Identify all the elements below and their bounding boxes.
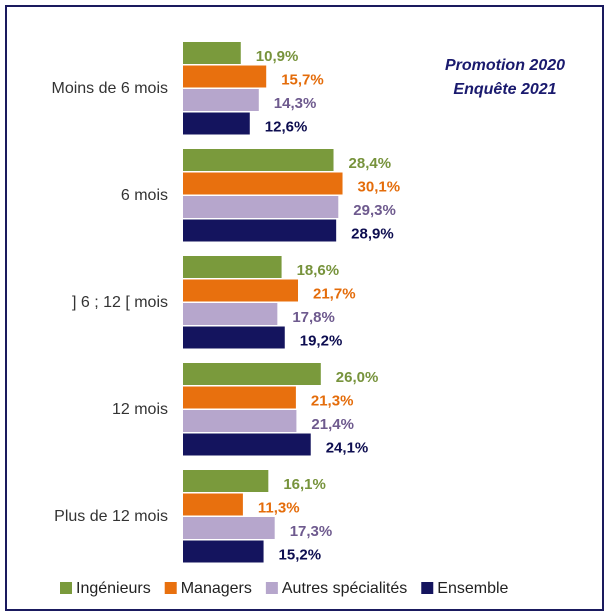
legend-swatch xyxy=(60,582,72,594)
value-label: 18,6% xyxy=(297,262,340,279)
value-label: 16,1% xyxy=(283,476,326,493)
bar xyxy=(183,517,275,539)
bar xyxy=(183,89,259,111)
value-label: 15,2% xyxy=(279,546,322,563)
category-label: 6 mois xyxy=(121,187,168,204)
bar xyxy=(183,303,278,325)
value-label: 28,4% xyxy=(349,155,392,172)
value-label: 11,3% xyxy=(258,499,300,516)
value-label: 24,1% xyxy=(326,439,369,456)
value-label: 15,7% xyxy=(281,71,324,88)
bar xyxy=(183,219,337,242)
category-label: ] 6 ; 12 [ mois xyxy=(72,294,168,311)
category-label: Moins de 6 mois xyxy=(52,80,169,97)
value-label: 17,3% xyxy=(290,523,333,540)
annotation: Promotion 2020 xyxy=(445,57,565,74)
value-label: 28,9% xyxy=(351,225,394,242)
bar xyxy=(183,149,334,171)
bar xyxy=(183,363,321,385)
value-label: 10,9% xyxy=(256,48,299,65)
category-label: Plus de 12 mois xyxy=(54,508,168,525)
bar xyxy=(183,172,343,195)
value-label: 17,8% xyxy=(292,309,335,326)
value-label: 21,4% xyxy=(311,416,354,433)
bar xyxy=(183,493,243,516)
value-label: 19,2% xyxy=(300,332,343,349)
legend-swatch xyxy=(164,582,177,594)
legend-swatch xyxy=(265,582,278,594)
bar xyxy=(183,326,285,349)
bar xyxy=(183,42,241,64)
legend-label: Managers xyxy=(181,580,252,597)
chart-border xyxy=(5,5,604,611)
value-label: 12,6% xyxy=(265,118,308,135)
value-label: 14,3% xyxy=(274,95,317,112)
value-label: 30,1% xyxy=(358,178,401,195)
bar xyxy=(183,65,267,88)
bar xyxy=(183,386,296,409)
legend-swatch xyxy=(421,582,434,594)
value-label: 21,3% xyxy=(311,392,354,409)
bar xyxy=(183,112,250,135)
annotation: Enquête 2021 xyxy=(453,81,556,98)
value-label: 21,7% xyxy=(313,285,356,302)
legend-label: Ensemble xyxy=(437,580,508,597)
legend-label: Autres spécialités xyxy=(282,580,407,597)
value-label: 26,0% xyxy=(336,369,379,386)
bar xyxy=(183,196,339,218)
category-label: 12 mois xyxy=(112,401,168,418)
bar xyxy=(183,540,264,563)
value-label: 29,3% xyxy=(353,202,396,219)
bar xyxy=(183,279,299,302)
bar xyxy=(183,256,282,278)
bar xyxy=(183,470,269,492)
bar xyxy=(183,433,311,456)
bar xyxy=(183,410,297,432)
legend-label: Ingénieurs xyxy=(76,580,151,597)
